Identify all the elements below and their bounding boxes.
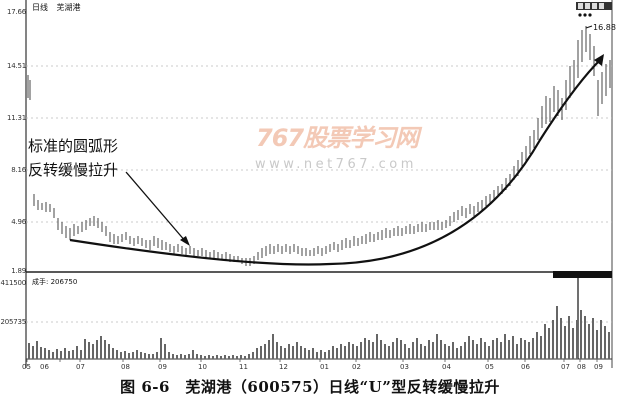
xtick: 08: [577, 363, 586, 371]
xtick: 05: [485, 363, 494, 371]
annotation-text: 标准的圆弧形 反转缓慢拉升: [28, 134, 118, 182]
xtick: 08: [121, 363, 130, 371]
xtick: 09: [158, 363, 167, 371]
stock-name: 芜湖港: [56, 3, 81, 12]
price-gridlines: [26, 65, 612, 323]
xtick: 05: [22, 363, 31, 371]
volume-title: 成手: [32, 278, 46, 286]
xtick: 07: [561, 363, 570, 371]
price-bars: [27, 26, 611, 266]
figure-caption: 图 6-6 芜湖港（600575）日线“U”型反转缓慢拉升: [120, 378, 500, 396]
annotation-arrowhead: [180, 236, 190, 246]
watermark-brand: 767股票学习网: [256, 124, 419, 152]
toolbar-icons: [576, 2, 612, 17]
xtick: 02: [352, 363, 361, 371]
volume-bars: [28, 306, 610, 359]
ytick-1-89: 1.89: [11, 267, 26, 275]
watermark-url: www.net767.com: [255, 157, 417, 172]
vol-ytick-top: 411500: [0, 279, 26, 287]
xtick: 06: [40, 363, 49, 371]
ytick-11-31: 11.31: [6, 114, 26, 122]
vol-ytick-mid: 205735: [0, 318, 26, 326]
x-axis-ticks: [26, 359, 598, 362]
xtick: 09: [594, 363, 603, 371]
info-bar: [553, 271, 612, 278]
xtick: 03: [400, 363, 409, 371]
ytick-17-66: 17.66: [6, 8, 26, 16]
xtick: 12: [279, 363, 288, 371]
peak-marker: [585, 25, 593, 29]
chart-header: 日线 芜湖港: [32, 2, 87, 13]
ytick-14-51: 14.51: [6, 62, 26, 70]
curve-arrowhead: [594, 54, 604, 66]
volume-value: 206750: [50, 278, 78, 286]
peak-price-label: 16.88: [593, 23, 616, 32]
xtick: 01: [320, 363, 329, 371]
xtick: 10: [198, 363, 207, 371]
period-label: 日线: [32, 3, 48, 12]
volume-label: 成手: 206750: [32, 278, 78, 286]
annotation-line-1: 标准的圆弧形: [28, 137, 119, 155]
xtick: 04: [442, 363, 451, 371]
annotation-line-2: 反转缓慢拉升: [28, 161, 119, 179]
ytick-8-16: 8.16: [11, 166, 26, 174]
xtick: 06: [521, 363, 530, 371]
annotation-arrow: [125, 171, 187, 243]
ytick-4-96: 4.96: [11, 218, 26, 226]
xtick: 11: [239, 363, 248, 371]
u-arc-curve: [69, 59, 601, 266]
xtick: 07: [76, 363, 85, 371]
